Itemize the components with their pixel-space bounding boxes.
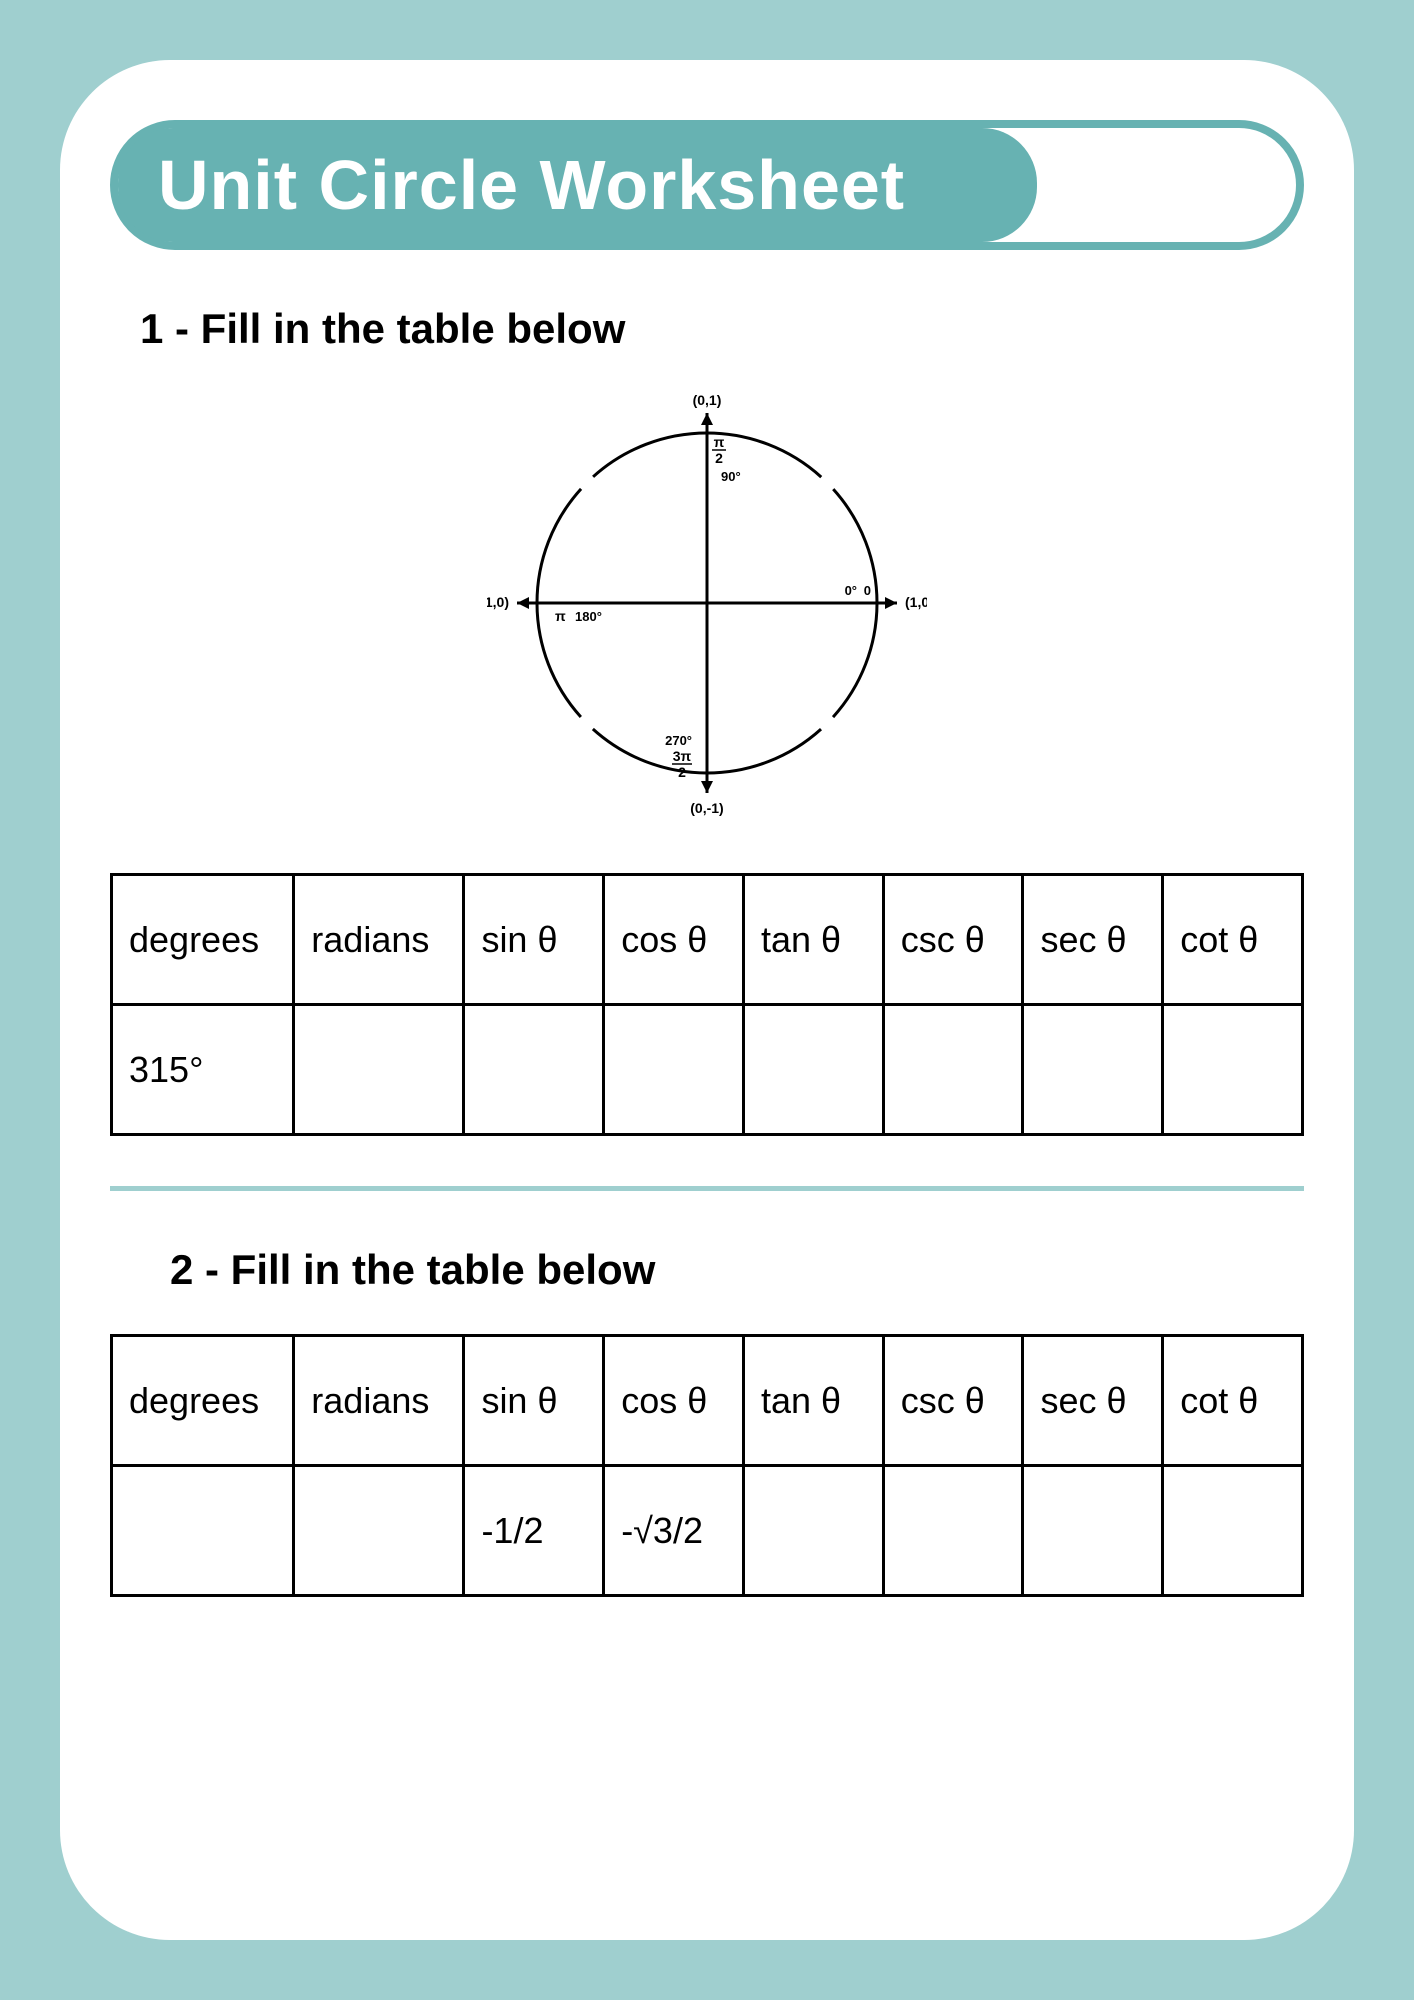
table-cell[interactable]: 315°	[112, 1005, 294, 1135]
col-header: csc θ	[883, 875, 1023, 1005]
table-cell[interactable]	[294, 1466, 464, 1596]
bottom-rad-den: 2	[678, 764, 686, 780]
col-header: cot θ	[1163, 875, 1303, 1005]
section1-table: degrees radians sin θ cos θ tan θ csc θ …	[110, 873, 1304, 1136]
top-deg-label: 90°	[721, 469, 741, 484]
table-cell[interactable]	[604, 1005, 744, 1135]
table-cell[interactable]: -√3/2	[604, 1466, 744, 1596]
col-header: sin θ	[464, 875, 604, 1005]
table-cell[interactable]	[1023, 1005, 1163, 1135]
left-rad-label: π	[555, 608, 566, 624]
bottom-rad-num: 3π	[673, 748, 692, 764]
arrow-up-icon	[701, 413, 713, 425]
table-row: degrees radians sin θ cos θ tan θ csc θ …	[112, 1336, 1303, 1466]
col-header: sec θ	[1023, 1336, 1163, 1466]
top-rad-num: π	[714, 434, 725, 450]
section2-table: degrees radians sin θ cos θ tan θ csc θ …	[110, 1334, 1304, 1597]
arrow-left-icon	[517, 597, 529, 609]
table-cell[interactable]	[743, 1466, 883, 1596]
col-header: tan θ	[743, 875, 883, 1005]
left-deg-label: 180°	[575, 609, 602, 624]
col-header: cot θ	[1163, 1336, 1303, 1466]
col-header: cos θ	[604, 1336, 744, 1466]
col-header: cos θ	[604, 875, 744, 1005]
right-coord-label: (1,0)	[905, 594, 927, 610]
table-cell[interactable]	[464, 1005, 604, 1135]
title-fill: Unit Circle Worksheet	[118, 128, 1037, 242]
col-header: degrees	[112, 875, 294, 1005]
top-rad-den: 2	[715, 450, 723, 466]
table-cell[interactable]	[1023, 1466, 1163, 1596]
col-header: csc θ	[883, 1336, 1023, 1466]
table-row: degrees radians sin θ cos θ tan θ csc θ …	[112, 875, 1303, 1005]
table-cell[interactable]	[112, 1466, 294, 1596]
table-cell[interactable]	[294, 1005, 464, 1135]
table-cell[interactable]	[743, 1005, 883, 1135]
table-cell[interactable]	[883, 1466, 1023, 1596]
table-cell[interactable]	[1163, 1005, 1303, 1135]
bottom-deg-label: 270°	[665, 733, 692, 748]
page-title: Unit Circle Worksheet	[158, 145, 905, 225]
col-header: radians	[294, 875, 464, 1005]
unit-circle-svg: (0,1) π 2 90° 0° 0 (1,0) (-1,0) π 180° 2…	[487, 383, 927, 843]
title-bar: Unit Circle Worksheet	[110, 120, 1304, 250]
unit-circle-diagram: (0,1) π 2 90° 0° 0 (1,0) (-1,0) π 180° 2…	[110, 383, 1304, 843]
table-cell[interactable]: -1/2	[464, 1466, 604, 1596]
col-header: sec θ	[1023, 875, 1163, 1005]
worksheet-card: Unit Circle Worksheet 1 - Fill in the ta…	[60, 60, 1354, 1940]
section2-heading: 2 - Fill in the table below	[170, 1246, 1304, 1294]
table-cell[interactable]	[883, 1005, 1023, 1135]
col-header: radians	[294, 1336, 464, 1466]
section1-heading: 1 - Fill in the table below	[140, 305, 1304, 353]
table-row: 315°	[112, 1005, 1303, 1135]
left-coord-label: (-1,0)	[487, 594, 509, 610]
bottom-coord-label: (0,-1)	[690, 800, 723, 816]
section-divider	[110, 1186, 1304, 1191]
top-coord-label: (0,1)	[693, 392, 722, 408]
right-zero-label: 0	[864, 583, 871, 598]
col-header: degrees	[112, 1336, 294, 1466]
right-deg-label: 0°	[845, 583, 857, 598]
table-cell[interactable]	[1163, 1466, 1303, 1596]
col-header: sin θ	[464, 1336, 604, 1466]
col-header: tan θ	[743, 1336, 883, 1466]
table-row: -1/2 -√3/2	[112, 1466, 1303, 1596]
arrow-down-icon	[701, 781, 713, 793]
arrow-right-icon	[885, 597, 897, 609]
